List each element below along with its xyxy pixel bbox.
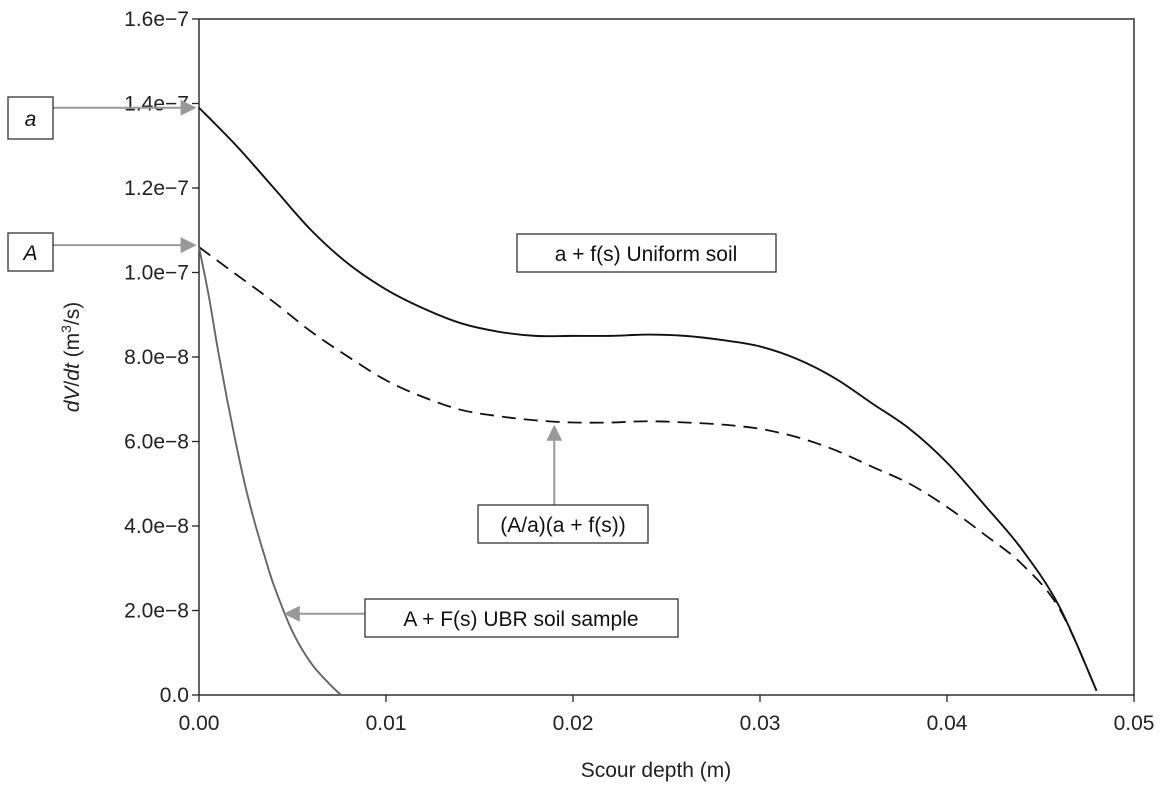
y-tick-label: 0.0 [160, 684, 189, 707]
label-box-ubr [364, 598, 679, 638]
label-box-aa [477, 504, 649, 544]
y-tick-label: 1.6e−7 [124, 8, 189, 31]
y-tick-label: 1.4e−7 [124, 93, 189, 116]
y-tick-label: 4.0e−8 [124, 515, 189, 538]
x-tick-label: 0.01 [366, 712, 407, 735]
x-tick-label: 0.05 [1114, 712, 1155, 735]
label-A: A [21, 242, 37, 265]
y-tick-label: 8.0e−8 [124, 346, 189, 369]
series-scaled-line [198, 246, 1098, 692]
y-title-units-open: (m [61, 333, 84, 363]
series-ubr-soil-line [198, 246, 342, 696]
y-title-units-close: /s) [61, 302, 84, 325]
y-title-slash: / [61, 381, 84, 387]
x-axis-ticks: 0.00 0.01 0.02 0.03 0.04 0.05 [179, 695, 1155, 735]
label-aa: (A/a)(a + f(s)) [500, 514, 625, 537]
y-axis-ticks: 0.0 2.0e−8 4.0e−8 6.0e−8 8.0e−8 1.0e−7 1.2e−7 1… [124, 8, 199, 707]
y-axis-title: dV/dt (m3/s) [58, 302, 84, 413]
y-tick-label: 2.0e−8 [124, 600, 189, 623]
x-tick-label: 0.00 [179, 712, 220, 735]
y-tick-label: 1.2e−7 [124, 177, 189, 200]
label-uniform: a + f(s) Uniform soil [555, 243, 738, 266]
y-title-dv: dV [61, 385, 84, 413]
x-tick-label: 0.02 [553, 712, 594, 735]
x-tick-label: 0.03 [740, 712, 781, 735]
label-box-A [7, 232, 54, 272]
series-uniform-soil-line [198, 107, 1098, 692]
label-ubr: A + F(s) UBR soil sample [403, 608, 638, 631]
y-tick-label: 1.0e−7 [124, 262, 189, 285]
plot-frame [198, 18, 1135, 696]
label-a: a [25, 108, 37, 131]
label-box-a [7, 96, 54, 140]
x-axis-title: Scour depth (m) [581, 759, 732, 782]
x-tick-label: 0.04 [927, 712, 968, 735]
y-title-dt: dt [61, 362, 84, 381]
series-layer [198, 107, 1098, 696]
label-box-uniform [516, 233, 777, 273]
y-tick-label: 6.0e−8 [124, 431, 189, 454]
y-title-sup: 3 [58, 325, 74, 333]
